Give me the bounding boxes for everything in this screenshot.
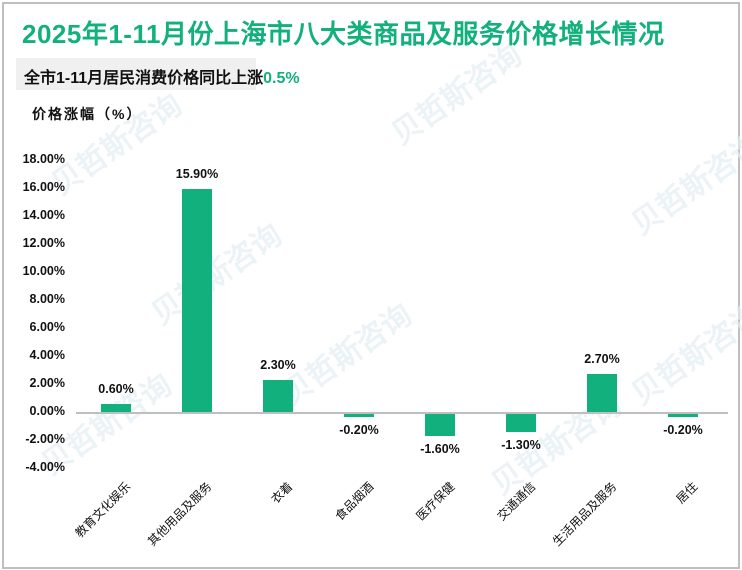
y-tick-label: 4.00%	[29, 348, 65, 362]
bar	[344, 414, 374, 417]
y-tick-label: 2.00%	[29, 376, 65, 390]
bar	[182, 189, 212, 412]
data-label: -1.30%	[501, 438, 541, 453]
subtitle-highlight: 0.5%	[263, 70, 300, 87]
chart-title: 2025年1-11月份上海市八大类商品及服务价格增长情况	[22, 19, 665, 49]
y-tick-label: 18.00%	[22, 152, 65, 166]
y-tick-label: -2.00%	[25, 432, 65, 446]
data-label: -0.20%	[663, 422, 703, 437]
y-tick-label: 14.00%	[22, 208, 65, 222]
data-label: 0.60%	[98, 381, 134, 396]
y-tick-label: 6.00%	[29, 320, 65, 334]
data-label: -0.20%	[339, 422, 379, 437]
bar	[101, 403, 131, 412]
y-axis-label: 价格涨幅（%）	[32, 106, 143, 122]
y-tick-label: -4.00%	[25, 460, 65, 474]
subtitle-box: 全市1-11月居民消费价格同比上涨0.5%	[16, 58, 300, 90]
bar	[506, 414, 536, 433]
bar	[587, 374, 617, 412]
bar	[668, 414, 698, 417]
data-label: 2.30%	[260, 357, 296, 372]
data-label: -1.60%	[420, 442, 460, 457]
data-label: 2.70%	[584, 352, 620, 367]
x-axis-line	[76, 412, 728, 414]
data-label: 15.90%	[175, 167, 219, 182]
y-tick-label: 12.00%	[22, 236, 65, 250]
bar	[425, 414, 455, 437]
y-tick-label: 0.00%	[29, 404, 65, 418]
y-tick-label: 16.00%	[22, 180, 65, 194]
y-tick-label: 8.00%	[29, 292, 65, 306]
bar	[263, 379, 293, 412]
subtitle-prefix: 全市1-11月居民消费价格同比上涨	[24, 70, 264, 87]
subtitle: 全市1-11月居民消费价格同比上涨0.5%	[24, 64, 300, 88]
y-tick-label: 10.00%	[22, 264, 65, 278]
